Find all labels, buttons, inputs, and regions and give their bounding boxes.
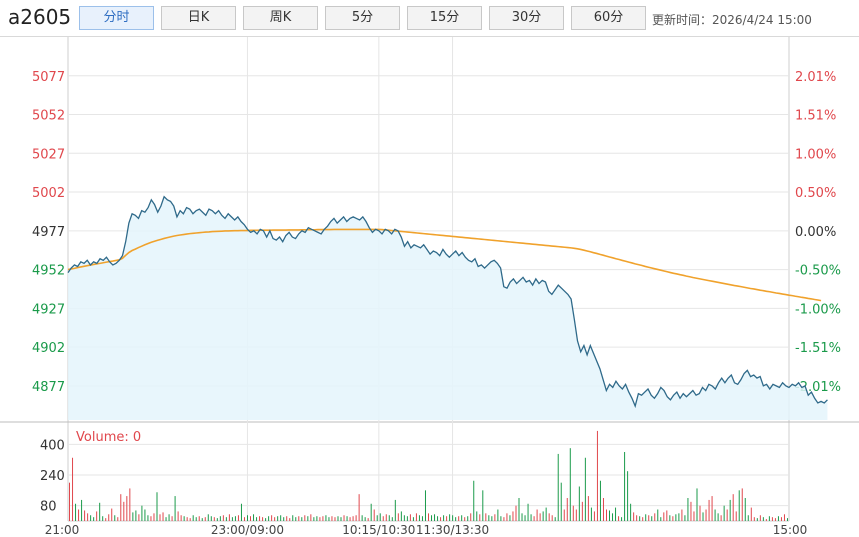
x-tick-label: 23:00/09:00 (211, 523, 284, 537)
y-tick-label-right: 0.50% (795, 186, 836, 201)
y-tick-label-left: 5052 (32, 109, 65, 124)
y-tick-label-left: 4927 (32, 302, 65, 317)
x-tick-label: 21:00 (45, 523, 80, 537)
price-line (67, 195, 828, 409)
y-tick-label-right: 1.51% (795, 109, 836, 124)
volume-y-tick-label: 240 (40, 469, 65, 484)
volume-y-tick-label: 400 (40, 438, 65, 453)
volume-y-tick-label: 80 (40, 500, 57, 515)
tab-weekly-k[interactable]: 周K (243, 6, 318, 30)
y-tick-label-left: 4952 (32, 264, 65, 279)
y-tick-label-left: 4877 (32, 380, 65, 395)
y-tick-label-right: 0.00% (795, 225, 836, 240)
price-area-fill (68, 196, 828, 420)
y-tick-label-left: 4977 (32, 225, 65, 240)
y-tick-label-right: -1.51% (795, 341, 841, 356)
y-tick-label-right: -1.00% (795, 302, 841, 317)
tab-60min[interactable]: 60分 (571, 6, 646, 30)
y-tick-label-left: 5077 (32, 70, 65, 85)
y-tick-label-right: 1.00% (795, 147, 836, 162)
tab-daily-k[interactable]: 日K (161, 6, 236, 30)
tab-30min[interactable]: 30分 (489, 6, 564, 30)
y-tick-label-left: 4902 (32, 341, 65, 356)
update-time: 更新时间：2026/4/24 15:00 (652, 11, 812, 28)
y-tick-label-right: -0.50% (795, 264, 841, 279)
y-tick-label-left: 5027 (32, 147, 65, 162)
x-tick-label: 11:30/13:30 (416, 523, 489, 537)
toolbar: a2605 分时 日K 周K 5分 15分 30分 60分 更新时间：2026/… (0, 0, 859, 37)
tab-15min[interactable]: 15分 (407, 6, 482, 30)
update-value: 2026/4/24 15:00 (712, 13, 812, 27)
y-tick-label-left: 5002 (32, 186, 65, 201)
tab-intraday[interactable]: 分时 (79, 6, 154, 30)
x-tick-label: 10:15/10:30 (342, 523, 415, 537)
x-tick-label: 15:00 (773, 523, 808, 537)
average-price-line (67, 228, 822, 302)
symbol-label: a2605 (8, 5, 72, 29)
update-label: 更新时间： (652, 13, 713, 27)
y-tick-label-right: 2.01% (795, 70, 836, 85)
tab-5min[interactable]: 5分 (325, 6, 400, 30)
volume-label: Volume: 0 (76, 430, 141, 445)
